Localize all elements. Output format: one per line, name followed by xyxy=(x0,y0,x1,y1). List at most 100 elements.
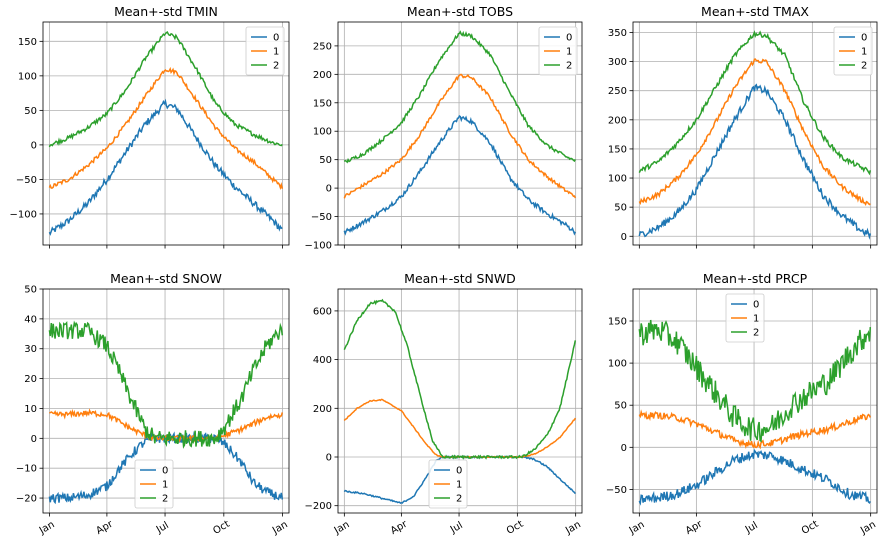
legend: 0 1 2 xyxy=(245,26,285,76)
legend: 0 1 2 xyxy=(134,459,174,509)
axes-frame xyxy=(337,288,583,514)
legend-label-1: 1 xyxy=(861,47,867,58)
legend-label-0: 0 xyxy=(566,33,572,44)
subplot-2: −100 −50 0 50 100 150 200 250 Mean+-std TOBS 0 1 2 xyxy=(305,4,583,252)
legend-label-0: 0 xyxy=(861,33,867,44)
series-line-2 xyxy=(343,298,577,460)
x-tick-label: Oct xyxy=(505,519,526,537)
subplot-1: −100 −50 0 50 100 150 Mean+-std TMIN 0 1 2 xyxy=(10,4,290,249)
series-line-2 xyxy=(638,30,872,176)
y-tick-label: 0 xyxy=(326,453,332,464)
series-line-0 xyxy=(638,83,872,240)
legend-label-1: 1 xyxy=(162,480,168,491)
legend-label-0: 0 xyxy=(456,466,462,477)
x-tick-label: Jul xyxy=(448,520,465,536)
y-tick-label: 150 xyxy=(608,317,627,328)
y-tick-label: 0 xyxy=(31,434,37,445)
x-tick-label: Jan xyxy=(563,519,583,537)
legend-label-2: 2 xyxy=(273,61,279,72)
y-tick-label: 150 xyxy=(608,144,627,155)
x-tick-label: Oct xyxy=(211,519,232,537)
y-tick-label: −100 xyxy=(305,241,332,252)
y-tick-label: −200 xyxy=(305,501,332,512)
subplot-5: −200 0 200 400 600 Jan Apr Jul Oct Jan Mean+-std S… xyxy=(305,271,583,537)
y-tick-label: 50 xyxy=(319,155,332,166)
series-line-1 xyxy=(638,58,871,206)
y-tick-label: 350 xyxy=(608,28,627,39)
y-tick-label: 200 xyxy=(313,404,332,415)
subplot-title: Mean+-std TOBS xyxy=(407,4,513,19)
legend-label-0: 0 xyxy=(753,300,759,311)
legend-label-2: 2 xyxy=(162,494,168,505)
series-line-1 xyxy=(49,408,284,444)
y-tick-label: −50 xyxy=(16,175,37,186)
x-tick-label: Jan xyxy=(37,519,57,537)
y-tick-label: 100 xyxy=(18,71,37,82)
subplot-title: Mean+-std SNWD xyxy=(404,271,516,286)
y-tick-label: −100 xyxy=(10,209,37,220)
legend-label-1: 1 xyxy=(456,480,462,491)
subplot-title: Mean+-std TMIN xyxy=(114,4,218,19)
y-tick-label: 150 xyxy=(18,37,37,48)
y-tick-label: 100 xyxy=(313,127,332,138)
y-tick-label: 400 xyxy=(313,355,332,366)
y-tick-label: 30 xyxy=(24,344,37,355)
legend: 0 1 2 xyxy=(538,26,578,76)
y-tick-label: 100 xyxy=(608,174,627,185)
x-tick-label: Jul xyxy=(154,520,171,536)
y-tick-label: 0 xyxy=(621,232,627,243)
series-line-0 xyxy=(48,98,283,236)
x-tick-label: Jan xyxy=(270,519,290,537)
y-tick-label: 50 xyxy=(24,285,37,296)
legend-label-2: 2 xyxy=(566,61,572,72)
series-line-1 xyxy=(638,409,871,450)
subplot-title: Mean+-std SNOW xyxy=(110,271,222,286)
x-tick-label: Apr xyxy=(389,518,410,537)
y-tick-label: 20 xyxy=(24,374,37,385)
x-tick-label: Jan xyxy=(332,519,352,537)
series-line-2 xyxy=(343,30,576,164)
legend-label-1: 1 xyxy=(273,47,279,58)
x-tick-label: Jan xyxy=(858,519,878,537)
y-tick-label: 50 xyxy=(24,106,37,117)
y-tick-label: −50 xyxy=(311,212,332,223)
series-line-1 xyxy=(48,66,284,191)
legend-label-1: 1 xyxy=(566,47,572,58)
legend: 0 1 2 xyxy=(725,293,765,343)
axes-frame xyxy=(42,21,290,246)
axes-frame xyxy=(42,288,290,514)
y-tick-label: 600 xyxy=(313,306,332,317)
x-tick-label: Oct xyxy=(800,519,821,537)
y-tick-label: −20 xyxy=(16,494,37,505)
y-tick-label: 40 xyxy=(24,314,37,325)
y-tick-label: 50 xyxy=(614,203,627,214)
series-line-2 xyxy=(48,31,283,148)
y-tick-label: 150 xyxy=(313,98,332,109)
series-line-0 xyxy=(638,448,871,506)
subplot-3: 0 50 100 150 200 250 300 350 Mean+-std TMAX 0 1 2 xyxy=(608,4,878,249)
legend-label-2: 2 xyxy=(861,61,867,72)
y-tick-label: −50 xyxy=(606,485,627,496)
legend: 0 1 2 xyxy=(428,459,468,509)
y-tick-label: 50 xyxy=(614,401,627,412)
y-tick-label: 0 xyxy=(326,184,332,195)
axes-frame xyxy=(632,288,878,514)
y-tick-label: 250 xyxy=(608,86,627,97)
axes-frame xyxy=(632,21,878,246)
y-tick-label: 300 xyxy=(608,57,627,68)
y-tick-label: 0 xyxy=(621,443,627,454)
subplot-title: Mean+-std PRCP xyxy=(703,271,808,286)
y-tick-label: 10 xyxy=(24,404,37,415)
y-tick-label: −10 xyxy=(16,464,37,475)
legend-label-0: 0 xyxy=(273,33,279,44)
y-tick-label: 100 xyxy=(608,359,627,370)
y-tick-label: 200 xyxy=(313,70,332,81)
subplot-6: −50 0 50 100 150 Jan Apr Jul Oct Jan Mean+-std PRC… xyxy=(606,271,878,537)
x-tick-label: Apr xyxy=(684,518,705,537)
legend-label-0: 0 xyxy=(162,466,168,477)
legend: 0 1 2 xyxy=(833,26,873,76)
x-tick-label: Apr xyxy=(94,518,115,537)
series-line-0 xyxy=(343,114,576,236)
y-tick-label: 0 xyxy=(31,140,37,151)
